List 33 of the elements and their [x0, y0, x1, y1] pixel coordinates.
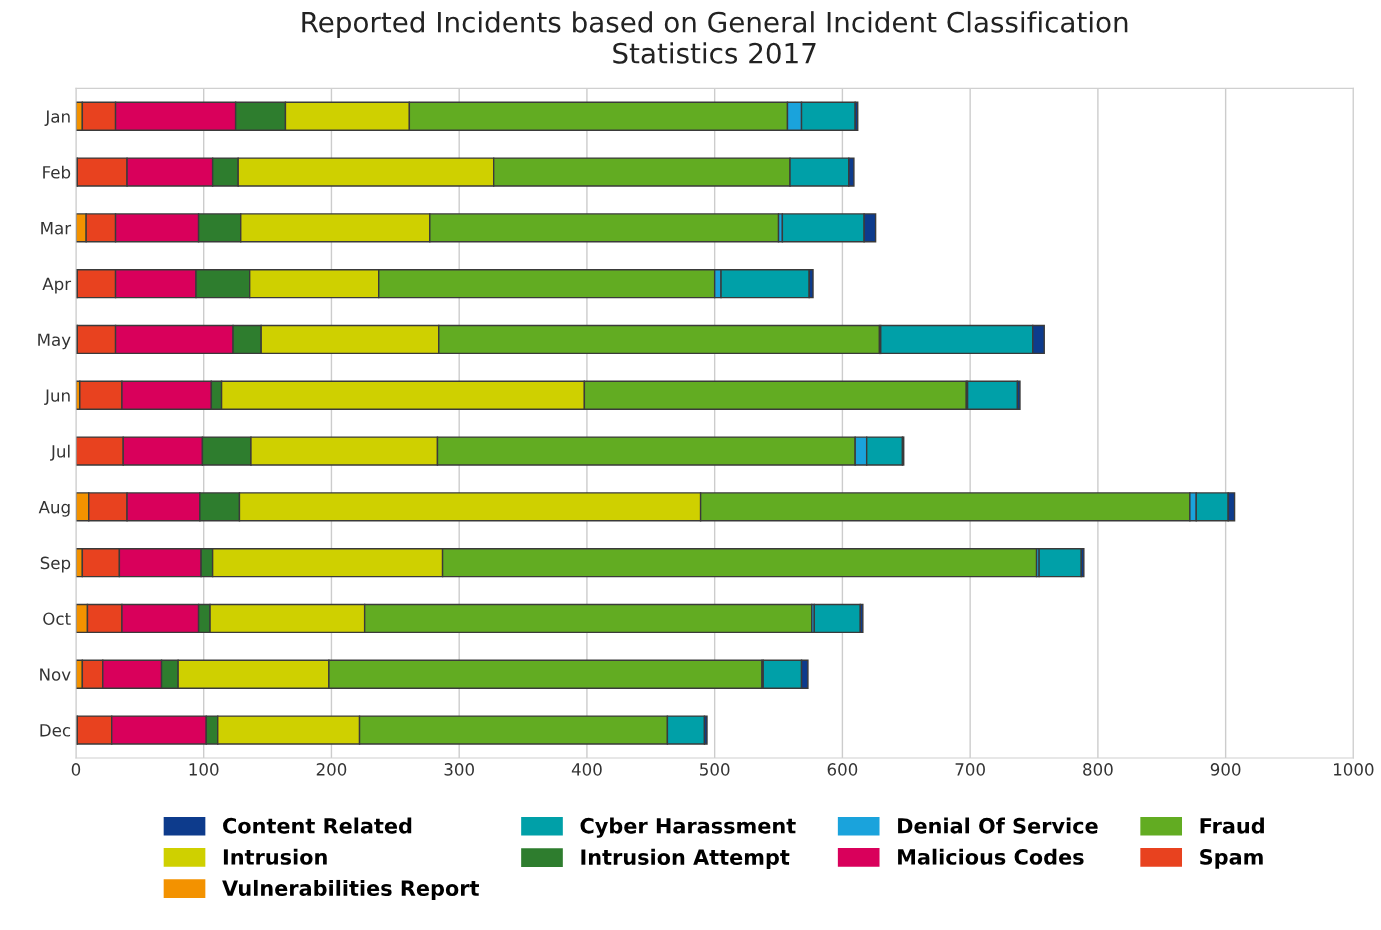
y-tick-label: May — [38, 333, 71, 350]
x-tick-label: 900 — [1210, 763, 1241, 776]
x-tick-label: 300 — [444, 763, 474, 776]
legend-label: Spam — [1200, 849, 1263, 869]
y-tick-label: Oct — [43, 612, 71, 626]
x-tick-label: 1000 — [1334, 763, 1374, 776]
legend-label: Denial Of Service — [898, 817, 1098, 834]
y-tick-label: Jun — [44, 389, 70, 405]
x-tick-label: 800 — [1083, 763, 1113, 776]
legend-label: Cyber Harassment — [580, 817, 796, 838]
legend-label: Malicious Codes — [898, 848, 1084, 865]
legend-label: Vulnerabilities Report — [222, 879, 480, 901]
x-tick-label: 500 — [700, 763, 730, 776]
x-tick-label: 200 — [316, 763, 347, 776]
chart-title: Reported Incidents based on General Incident Classification Statistics 2017 — [302, 11, 1128, 64]
legend-label: Fraud — [1200, 817, 1264, 834]
x-tick-label: 600 — [827, 763, 858, 776]
x-tick-label: 400 — [571, 763, 602, 776]
legend-label: Intrusion — [223, 848, 327, 865]
y-tick-label: Jan — [44, 110, 70, 126]
legend-label: Intrusion Attempt — [581, 848, 790, 870]
x-tick-label: 100 — [189, 763, 219, 776]
y-tick-label: Apr — [42, 277, 72, 294]
x-tick-label: 0 — [71, 763, 81, 776]
y-tick-label: Feb — [43, 165, 71, 179]
x-tick-label: 700 — [955, 763, 985, 776]
legend-label: Content Related — [223, 817, 412, 834]
y-tick-label: Aug — [38, 501, 70, 517]
y-tick-label: Mar — [41, 222, 72, 235]
y-tick-label: Dec — [40, 724, 71, 737]
y-tick-label: Sep — [40, 556, 71, 573]
y-tick-label: Jul — [50, 444, 70, 461]
y-tick-label: Nov — [40, 668, 71, 681]
